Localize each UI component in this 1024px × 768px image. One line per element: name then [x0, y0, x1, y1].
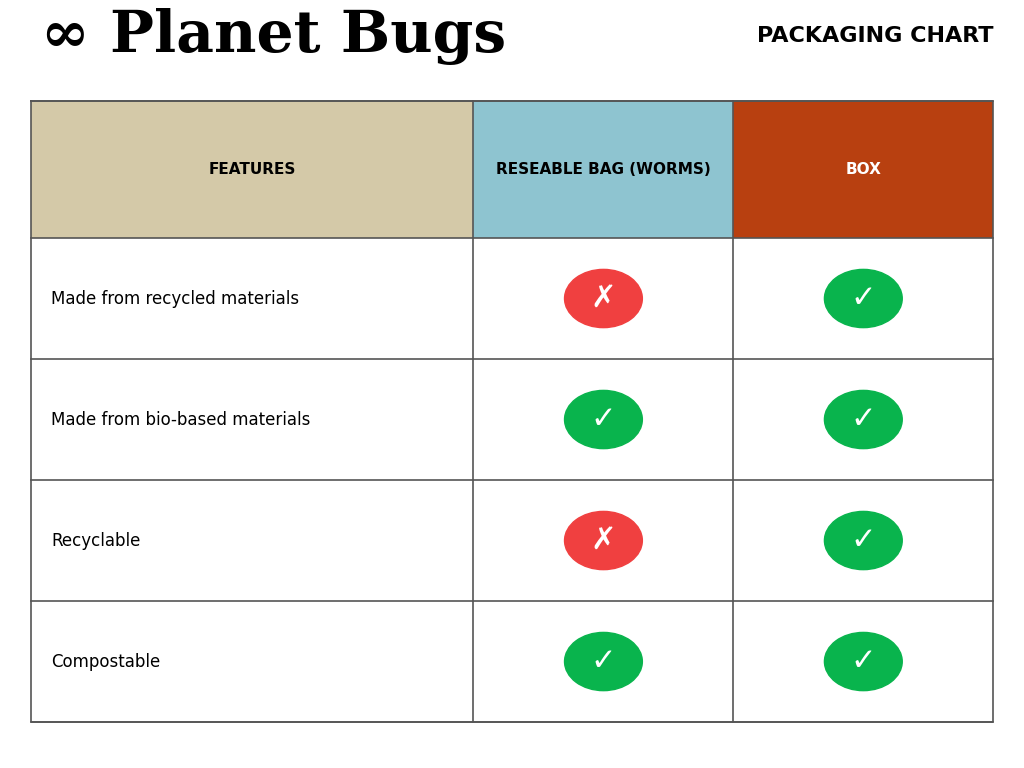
- Circle shape: [824, 270, 902, 328]
- Text: ✗: ✗: [591, 284, 616, 313]
- FancyBboxPatch shape: [733, 238, 993, 359]
- FancyBboxPatch shape: [733, 480, 993, 601]
- Circle shape: [564, 632, 642, 690]
- FancyBboxPatch shape: [473, 359, 733, 480]
- Text: Compostable: Compostable: [51, 653, 161, 670]
- Text: ✓: ✓: [591, 647, 616, 676]
- FancyBboxPatch shape: [473, 601, 733, 722]
- FancyBboxPatch shape: [733, 601, 993, 722]
- Circle shape: [564, 511, 642, 570]
- Circle shape: [824, 390, 902, 449]
- Text: FEATURES: FEATURES: [209, 162, 296, 177]
- Text: ✓: ✓: [851, 405, 877, 434]
- Text: Recyclable: Recyclable: [51, 531, 140, 550]
- Text: ✓: ✓: [851, 526, 877, 555]
- Text: ✓: ✓: [591, 405, 616, 434]
- Text: Made from recycled materials: Made from recycled materials: [51, 290, 299, 307]
- FancyBboxPatch shape: [733, 359, 993, 480]
- Circle shape: [824, 511, 902, 570]
- FancyBboxPatch shape: [473, 480, 733, 601]
- Text: BOX: BOX: [846, 162, 882, 177]
- FancyBboxPatch shape: [473, 101, 733, 238]
- Text: Made from bio-based materials: Made from bio-based materials: [51, 411, 310, 429]
- Text: ✗: ✗: [591, 526, 616, 555]
- Text: ✓: ✓: [851, 284, 877, 313]
- FancyBboxPatch shape: [31, 238, 473, 359]
- Circle shape: [564, 390, 642, 449]
- FancyBboxPatch shape: [31, 101, 473, 238]
- Text: RESEABLE BAG (WORMS): RESEABLE BAG (WORMS): [496, 162, 711, 177]
- FancyBboxPatch shape: [31, 601, 473, 722]
- FancyBboxPatch shape: [473, 238, 733, 359]
- Text: PACKAGING CHART: PACKAGING CHART: [757, 26, 993, 46]
- Circle shape: [824, 632, 902, 690]
- Circle shape: [564, 270, 642, 328]
- Text: ✓: ✓: [851, 647, 877, 676]
- Text: ∞ Planet Bugs: ∞ Planet Bugs: [41, 8, 506, 65]
- FancyBboxPatch shape: [733, 101, 993, 238]
- FancyBboxPatch shape: [31, 359, 473, 480]
- FancyBboxPatch shape: [31, 480, 473, 601]
